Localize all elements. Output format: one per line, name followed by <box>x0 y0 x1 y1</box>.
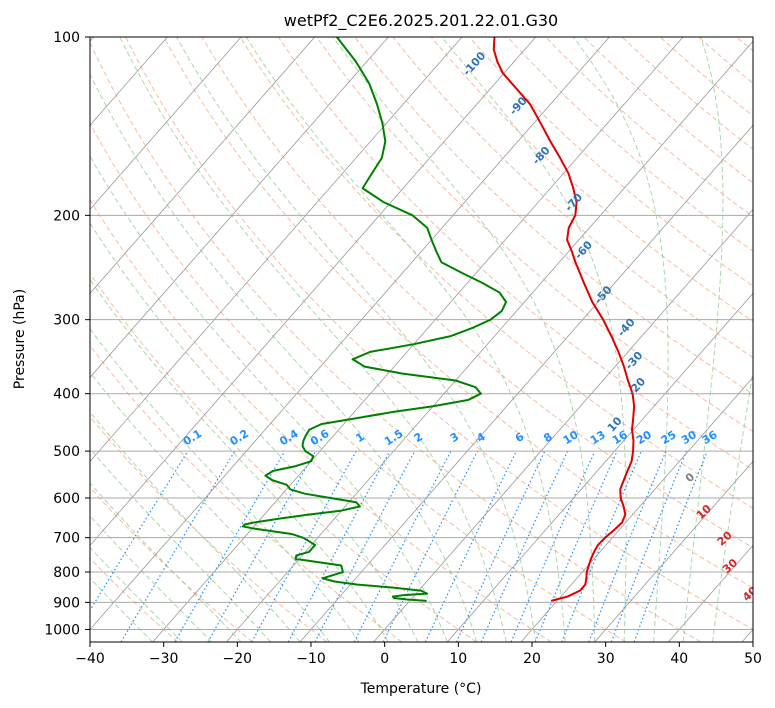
y-axis-label: Pressure (hPa) <box>12 289 28 389</box>
isotherm-line <box>90 37 316 294</box>
mixing-ratio-line <box>287 450 391 642</box>
mixing-ratio-line <box>561 450 642 642</box>
moist-adiabat-line <box>90 546 183 642</box>
isotherms <box>90 37 753 642</box>
y-axis: 100 200 300 400 500 600 700 800 900 1000 <box>44 30 90 638</box>
x-tick-label: 0 <box>380 651 389 667</box>
x-tick-label: 30 <box>597 651 615 667</box>
x-tick-label: −20 <box>223 651 253 667</box>
isotherm-line <box>447 292 753 642</box>
x-axis: −40 −30 −20 −10 0 10 20 30 40 50 <box>75 642 762 667</box>
x-tick-label: −10 <box>296 651 326 667</box>
moist-adiabat-line <box>90 482 242 642</box>
isotherm-line <box>152 37 684 642</box>
dry-adiabat-line <box>621 37 753 150</box>
x-tick-label: 20 <box>523 651 541 667</box>
isotherm-line <box>90 37 610 631</box>
moist-adiabat-line <box>245 37 566 642</box>
dry-adiabats <box>90 37 753 642</box>
isobars <box>90 37 753 630</box>
isotherm-line <box>594 460 753 642</box>
dry-adiabat-line <box>90 41 701 642</box>
dry-adiabat-line <box>468 37 753 287</box>
profile-series <box>241 37 636 602</box>
x-tick-label: 50 <box>744 651 762 667</box>
mixing-ratio-line <box>424 450 517 642</box>
y-tick-label: 500 <box>53 444 80 460</box>
mixing-ratio-line <box>382 450 479 642</box>
dry-adiabat-line <box>278 37 753 471</box>
plot-frame <box>89 36 754 643</box>
dry-adiabat-line <box>90 344 403 642</box>
x-tick-label: −40 <box>75 651 105 667</box>
x-axis-label: Temperature (°C) <box>360 681 482 697</box>
moist-adiabat-line <box>90 327 360 642</box>
mixing-ratio-line <box>480 450 569 642</box>
y-tick-label: 700 <box>53 531 80 547</box>
temperature-line <box>492 37 636 602</box>
mixing-ratio-line <box>455 450 546 642</box>
moist-adiabat-line <box>176 37 537 642</box>
dry-adiabat-line <box>90 122 627 642</box>
x-tick-label: −30 <box>149 651 179 667</box>
isotherm-line <box>299 124 753 642</box>
x-tick-label: 40 <box>670 651 688 667</box>
dry-adiabat-line <box>239 37 753 509</box>
y-tick-label: 400 <box>53 387 80 403</box>
x-tick-label: 10 <box>449 651 467 667</box>
dry-adiabat-line <box>354 37 753 395</box>
y-tick-label: 600 <box>53 491 80 507</box>
isotherm-line <box>373 208 753 642</box>
y-tick-label: 100 <box>53 30 80 46</box>
isotherm-line <box>90 37 463 462</box>
y-tick-label: 800 <box>53 565 80 581</box>
isotherm-line <box>520 376 753 642</box>
mixing-ratio-line <box>251 450 357 642</box>
moist-adiabat-line <box>90 515 212 642</box>
moist-adiabat-line <box>90 278 389 642</box>
moist-adiabat-line <box>90 73 478 642</box>
dry-adiabat-line <box>125 37 753 631</box>
y-tick-label: 200 <box>53 208 80 224</box>
isotherm-line <box>226 40 753 642</box>
moist-adiabat-line <box>332 37 596 642</box>
y-tick-label: 900 <box>53 595 80 611</box>
dry-adiabat-line <box>392 37 753 359</box>
moist-adiabat-line <box>712 368 753 642</box>
isotherm-line <box>90 37 389 378</box>
dry-adiabat-line <box>201 37 753 549</box>
dry-adiabat-line <box>90 272 477 642</box>
y-tick-label: 1000 <box>44 622 80 638</box>
isotherm-line <box>90 37 537 547</box>
moist-adiabat-line <box>90 577 154 642</box>
mixing-ratio-line <box>207 450 317 642</box>
moist-adiabat-line <box>682 37 724 642</box>
chart-title: wetPf2_C2E6.2025.201.22.01.G30 <box>284 11 558 31</box>
y-tick-label: 300 <box>53 313 80 329</box>
moist-adiabat-line <box>441 37 627 642</box>
dry-adiabat-line <box>430 37 753 323</box>
dry-adiabat-line <box>316 37 753 433</box>
mixing-ratio-line <box>174 450 286 642</box>
moist-adiabat-line <box>90 371 330 642</box>
mixing-ratio-line <box>120 450 236 642</box>
moist-adiabat-line <box>573 37 669 642</box>
dry-adiabat-line <box>545 37 753 218</box>
mixing-ratio-line <box>534 450 618 642</box>
dewpoint-line <box>241 37 508 602</box>
moist-adiabat-line <box>119 37 507 642</box>
isotherm-line <box>90 37 242 210</box>
